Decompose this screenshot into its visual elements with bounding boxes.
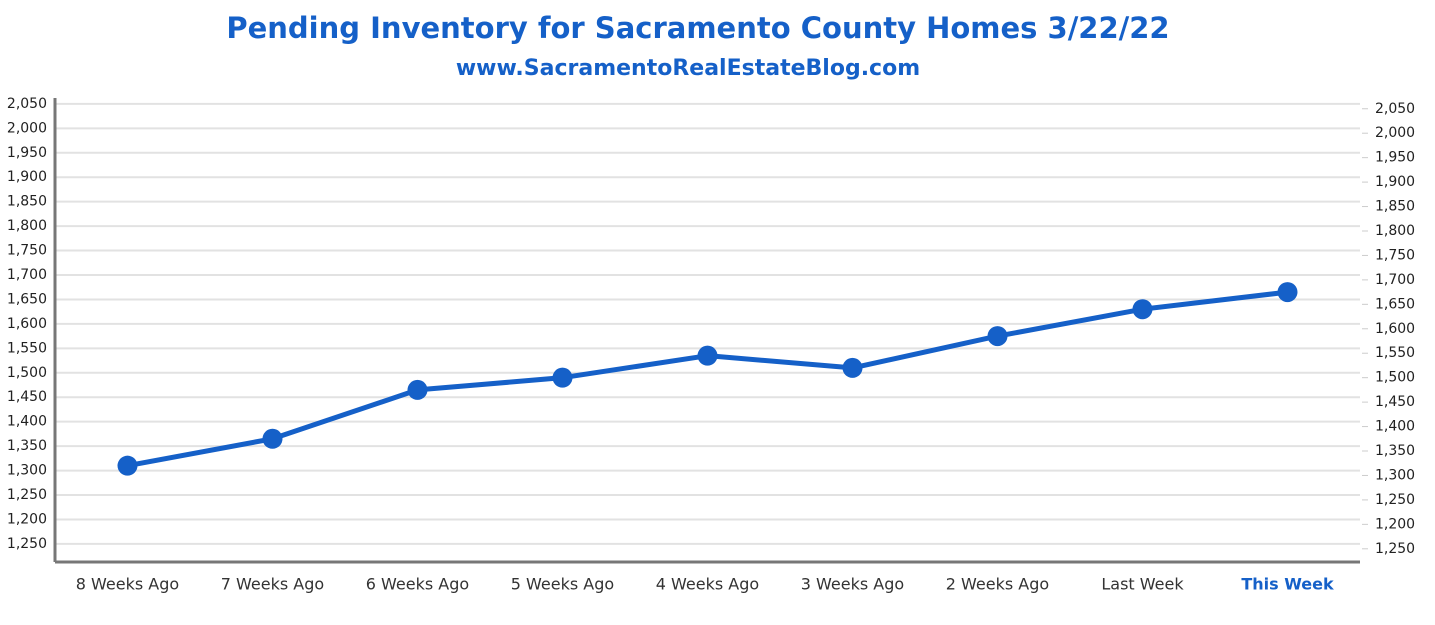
y2-tick-label: 1,650 <box>1375 296 1415 312</box>
data-point <box>262 428 283 449</box>
y2-tick-label: 1,400 <box>1375 419 1415 435</box>
y-tick-label: 2,050 <box>7 96 47 112</box>
data-point <box>552 367 573 388</box>
y2-tick-label: 1,250 <box>1375 492 1415 508</box>
y2-tick-label: 1,450 <box>1375 394 1415 410</box>
data-point <box>697 345 718 366</box>
x-tick-label: This Week <box>1241 575 1334 594</box>
y-tick-label: 1,850 <box>7 194 47 210</box>
x-tick-label: 3 Weeks Ago <box>801 575 904 594</box>
y2-tick-label: 1,700 <box>1375 272 1415 288</box>
data-point <box>117 455 138 476</box>
x-tick-label: 2 Weeks Ago <box>946 575 1049 594</box>
x-tick-label: 8 Weeks Ago <box>76 575 179 594</box>
x-tick-label: Last Week <box>1101 575 1184 594</box>
y-tick-label: 1,550 <box>7 340 47 356</box>
x-tick-label: 4 Weeks Ago <box>656 575 759 594</box>
y-tick-label: 1,700 <box>7 267 47 283</box>
y2-tick-label: 1,350 <box>1375 443 1415 459</box>
y-tick-label: 1,500 <box>7 365 47 381</box>
data-point <box>842 357 863 378</box>
y-tick-label: 1,350 <box>7 438 47 454</box>
y2-tick-label: 1,300 <box>1375 467 1415 483</box>
y2-tick-label: 2,050 <box>1375 101 1415 117</box>
y-tick-label: 1,650 <box>7 291 47 307</box>
y2-tick-label: 1,200 <box>1375 516 1415 532</box>
y-tick-label: 2,000 <box>7 120 47 136</box>
y-tick-label: 1,300 <box>7 463 47 479</box>
y2-tick-label: 1,500 <box>1375 370 1415 386</box>
series-line <box>127 289 1288 469</box>
y-tick-label: 1,950 <box>7 145 47 161</box>
y2-tick-label: 2,000 <box>1375 125 1415 141</box>
x-tick-label: 5 Weeks Ago <box>511 575 614 594</box>
y-tick-label: 1,750 <box>7 243 47 259</box>
y-tick-label: 1,250 <box>7 536 47 552</box>
y2-tick-label: 1,600 <box>1375 321 1415 337</box>
x-tick-label: 6 Weeks Ago <box>366 575 469 594</box>
y2-tick-label: 1,900 <box>1375 174 1415 190</box>
y2-tick-label: 1,250 <box>1375 541 1415 557</box>
y-tick-label: 1,900 <box>7 169 47 185</box>
y-tick-label: 1,600 <box>7 316 47 332</box>
chart-subtitle: www.SacramentoRealEstateBlog.com <box>456 56 920 81</box>
y-tick-label: 1,200 <box>7 511 47 527</box>
data-point <box>407 379 428 400</box>
y2-tick-label: 1,800 <box>1375 223 1415 239</box>
data-point <box>987 326 1008 347</box>
y2-tick-label: 1,950 <box>1375 150 1415 166</box>
y2-tick-label: 1,850 <box>1375 199 1415 215</box>
y-tick-label: 1,400 <box>7 414 47 430</box>
y-tick-label: 1,800 <box>7 218 47 234</box>
x-tick-label: 7 Weeks Ago <box>221 575 324 594</box>
data-point <box>1132 299 1153 320</box>
y-tick-label: 1,450 <box>7 389 47 405</box>
y2-tick-label: 1,550 <box>1375 345 1415 361</box>
y-tick-label: 1,250 <box>7 487 47 503</box>
chart-title: Pending Inventory for Sacramento County … <box>226 11 1169 45</box>
y2-tick-label: 1,750 <box>1375 247 1415 263</box>
data-point <box>1277 282 1298 303</box>
